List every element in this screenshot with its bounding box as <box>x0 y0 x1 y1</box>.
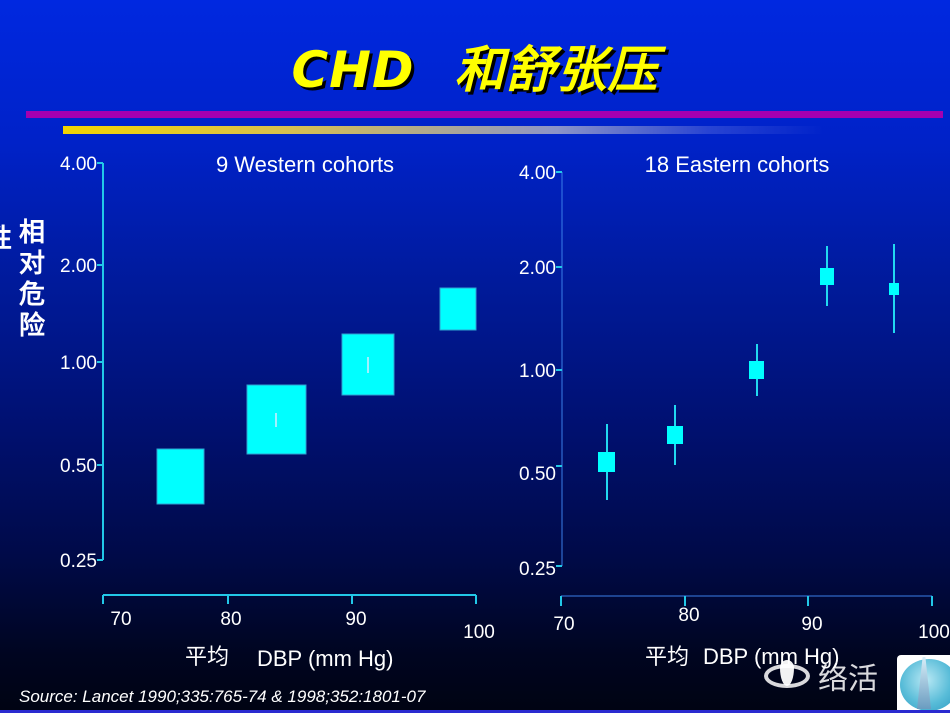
data-points-western <box>156 287 477 505</box>
data-point <box>439 287 477 331</box>
chart-western: 9 Western cohorts 4.00 2.00 1.00 0.50 0.… <box>60 152 495 671</box>
bottom-border <box>0 710 950 713</box>
x-ticks: 70 80 90 100 <box>553 596 950 643</box>
y-ticks: 4.00 2.00 1.00 0.50 0.25 <box>60 154 103 572</box>
decorative-magenta-bar <box>26 111 943 118</box>
watermark-eye-icon <box>764 660 810 688</box>
slide-title: CHD 和舒张压 <box>0 30 950 102</box>
y-axis-label-cut-char: 性 <box>0 218 12 255</box>
svg-text:80: 80 <box>220 609 241 630</box>
svg-text:0.50: 0.50 <box>519 464 556 485</box>
svg-text:0.50: 0.50 <box>60 456 97 477</box>
data-points-eastern <box>598 244 899 500</box>
x-axis-title-zh: 平均 <box>645 644 689 669</box>
svg-text:80: 80 <box>678 605 699 626</box>
source-citation: Source: Lancet 1990;335:765-74 & 1998;35… <box>19 687 426 706</box>
decorative-gold-bar <box>63 126 823 134</box>
x-ticks: 70 80 90 100 <box>102 595 495 643</box>
chart-eastern: 18 Eastern cohorts 4.00 2.00 1.00 0.50 0… <box>519 152 950 669</box>
data-point <box>156 448 205 505</box>
watermark: 络活 <box>764 654 878 698</box>
x-axis-title-zh: 平均 <box>185 644 229 669</box>
title-zh: 和舒张压 <box>454 41 659 99</box>
svg-text:90: 90 <box>801 614 822 635</box>
svg-text:70: 70 <box>553 614 574 635</box>
svg-text:1.00: 1.00 <box>519 361 556 382</box>
chart-title-eastern: 18 Eastern cohorts <box>645 152 830 177</box>
data-point <box>667 426 683 444</box>
svg-text:100: 100 <box>918 622 950 643</box>
data-point <box>889 283 899 295</box>
svg-text:70: 70 <box>110 609 131 630</box>
x-axis-title: DBP (mm Hg) <box>703 644 840 669</box>
svg-text:4.00: 4.00 <box>519 163 556 184</box>
svg-text:90: 90 <box>345 609 366 630</box>
corner-logo <box>897 655 950 713</box>
y-ticks: 4.00 2.00 1.00 0.50 0.25 <box>519 163 562 580</box>
svg-text:1.00: 1.00 <box>60 353 97 374</box>
svg-text:4.00: 4.00 <box>60 154 97 175</box>
svg-text:0.25: 0.25 <box>60 551 97 572</box>
svg-text:100: 100 <box>463 622 495 643</box>
chart-title-western: 9 Western cohorts <box>216 152 394 177</box>
data-point <box>749 361 764 379</box>
svg-text:2.00: 2.00 <box>60 256 97 277</box>
svg-text:2.00: 2.00 <box>519 258 556 279</box>
x-axis-title: DBP (mm Hg) <box>257 646 394 671</box>
data-point <box>598 452 615 472</box>
svg-text:0.25: 0.25 <box>519 559 556 580</box>
watermark-text: 络活 <box>818 662 878 697</box>
data-point <box>820 268 834 285</box>
title-en: CHD <box>291 41 415 99</box>
y-axis-label: 相 对 危 险 <box>18 218 45 341</box>
